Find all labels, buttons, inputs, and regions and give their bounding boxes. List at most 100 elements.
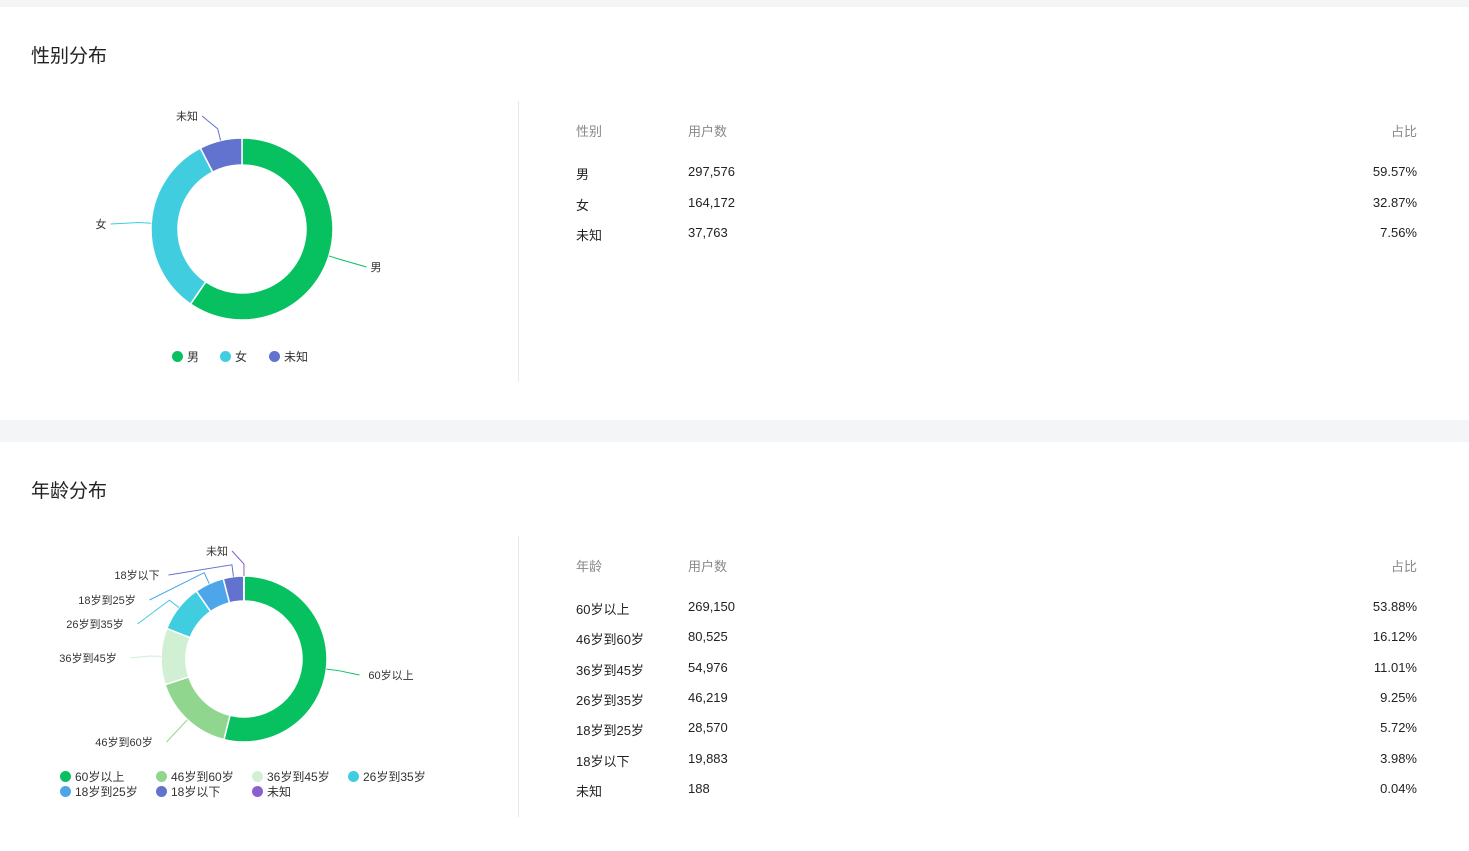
legend-dot-icon <box>252 771 263 782</box>
slice-label: 女 <box>95 219 107 231</box>
gender-section: 性别分布 男女未知男女未知 性别 用户数 占比男 297,576 59.57% 女 164,… <box>0 7 1469 420</box>
label-leader-line <box>137 599 180 625</box>
divider <box>518 536 519 817</box>
legend-item[interactable]: 18岁以下 <box>156 783 220 800</box>
donut-slice[interactable] <box>164 675 231 741</box>
table-cell: 9.25% <box>1380 689 1417 705</box>
label-leader-line <box>328 255 367 268</box>
table-row: 18岁到25岁 28,570 5.72% <box>576 720 1417 740</box>
donut-svg <box>130 550 360 743</box>
legend-item[interactable]: 女 <box>220 348 247 365</box>
legend-dot-icon <box>172 351 183 362</box>
table-cell: 5.72% <box>1380 720 1417 736</box>
donut-slice[interactable] <box>199 137 243 174</box>
table-cell: 女 <box>576 197 590 213</box>
label-leader-line <box>326 668 360 676</box>
table-cell: 0.04% <box>1380 780 1417 796</box>
legend-item[interactable]: 60岁以上 <box>60 768 124 785</box>
slice-label: 36岁到45岁 <box>59 653 117 665</box>
slice-label: 18岁以下 <box>114 570 160 582</box>
legend-item[interactable]: 男 <box>172 348 199 365</box>
table-row: 女 164,172 32.87% <box>576 195 1417 215</box>
table-row: 18岁以下 19,883 3.98% <box>576 751 1417 771</box>
gender-title: 性别分布 <box>31 46 108 67</box>
donut-svg <box>110 115 367 321</box>
table-row: 46岁到60岁 80,525 16.12% <box>576 629 1417 649</box>
table-header: 性别 用户数 占比 <box>576 121 1417 141</box>
slice-label: 46岁到60岁 <box>95 737 153 749</box>
donut-slice[interactable] <box>160 627 192 686</box>
legend-label: 未知 <box>284 350 309 364</box>
table-cell: 男 <box>576 167 590 182</box>
legend-item[interactable]: 未知 <box>252 783 291 800</box>
table-row: 未知 37,763 7.56% <box>576 225 1417 245</box>
table-cell: 3.98% <box>1380 750 1417 766</box>
label-leader-line <box>110 221 152 225</box>
legend-dot-icon <box>60 771 71 782</box>
column-header: 用户数 <box>688 559 728 574</box>
table-cell: 未知 <box>576 228 603 243</box>
table-cell: 46岁到60岁 <box>576 632 644 648</box>
table-cell: 18岁以下 <box>576 753 630 769</box>
table-cell: 269,150 <box>688 599 735 614</box>
slice-label: 60岁以上 <box>368 670 414 682</box>
table-cell: 46,219 <box>688 689 728 705</box>
table-cell: 16.12% <box>1372 629 1417 645</box>
legend-item[interactable]: 18岁到25岁 <box>60 783 138 800</box>
label-leader-line <box>130 655 162 659</box>
age-section: 年龄分布 60岁以上 46岁到60岁 36岁到45岁 26岁到35岁 18岁到25岁 18… <box>0 442 1469 851</box>
legend-label: 46岁到60岁 <box>171 770 234 784</box>
divider <box>518 101 519 382</box>
slice-label: 未知 <box>176 111 198 123</box>
legend-label: 女 <box>235 350 248 364</box>
label-leader-line <box>166 719 188 743</box>
legend-item[interactable]: 46岁到60岁 <box>156 768 234 785</box>
table-cell: 59.57% <box>1372 164 1417 179</box>
table-cell: 7.56% <box>1380 225 1417 240</box>
table-row: 36岁到45岁 54,976 11.01% <box>576 660 1417 680</box>
legend-label: 男 <box>187 350 200 364</box>
legend-dot-icon <box>252 786 263 797</box>
legend-dot-icon <box>220 351 231 362</box>
donut-slice[interactable] <box>223 575 328 743</box>
legend-label: 未知 <box>267 785 292 799</box>
age-donut-chart: 60岁以上 46岁到60岁 36岁到45岁 26岁到35岁 18岁到25岁 18岁以下 未知… <box>0 442 518 851</box>
table-row: 60岁以上 269,150 53.88% <box>576 599 1417 619</box>
gender-donut-chart: 男女未知男女未知 <box>0 7 518 416</box>
table-cell: 26岁到35岁 <box>576 692 644 708</box>
donut-slice[interactable] <box>150 147 214 306</box>
slice-label: 男 <box>370 262 382 274</box>
slice-label: 18岁到25岁 <box>78 595 136 607</box>
table-cell: 28,570 <box>688 720 728 736</box>
table-row: 26岁到35岁 46,219 9.25% <box>576 690 1417 710</box>
legend-item[interactable]: 36岁到45岁 <box>252 768 330 785</box>
table-cell: 164,172 <box>688 194 735 210</box>
table-cell: 53.88% <box>1372 599 1417 614</box>
column-header: 性别 <box>576 124 603 139</box>
column-header: 用户数 <box>688 124 728 139</box>
column-header: 占比 <box>1390 124 1417 139</box>
legend-item[interactable]: 未知 <box>269 348 308 365</box>
label-leader-line <box>201 115 222 141</box>
slice-label: 未知 <box>206 546 228 558</box>
legend-label: 26岁到35岁 <box>363 770 426 784</box>
legend-label: 18岁到25岁 <box>75 785 138 799</box>
label-leader-line <box>149 572 210 601</box>
age-title: 年龄分布 <box>31 481 108 502</box>
table-cell: 未知 <box>576 783 603 799</box>
label-leader-line <box>168 564 234 577</box>
slice-label: 26岁到35岁 <box>66 619 124 631</box>
table-header: 年龄 用户数 占比 <box>576 556 1417 576</box>
table-cell: 36岁到45岁 <box>576 662 644 678</box>
table-cell: 19,883 <box>688 750 728 766</box>
table-cell: 32.87% <box>1372 194 1417 210</box>
legend-label: 18岁以下 <box>171 785 221 799</box>
legend-dot-icon <box>348 771 359 782</box>
table-cell: 297,576 <box>688 164 735 179</box>
legend-dot-icon <box>156 786 167 797</box>
legend-item[interactable]: 26岁到35岁 <box>348 768 426 785</box>
donut-slice[interactable] <box>189 137 334 321</box>
column-header: 占比 <box>1390 559 1417 574</box>
table-cell: 60岁以上 <box>576 602 630 617</box>
table-cell: 54,976 <box>688 659 728 675</box>
